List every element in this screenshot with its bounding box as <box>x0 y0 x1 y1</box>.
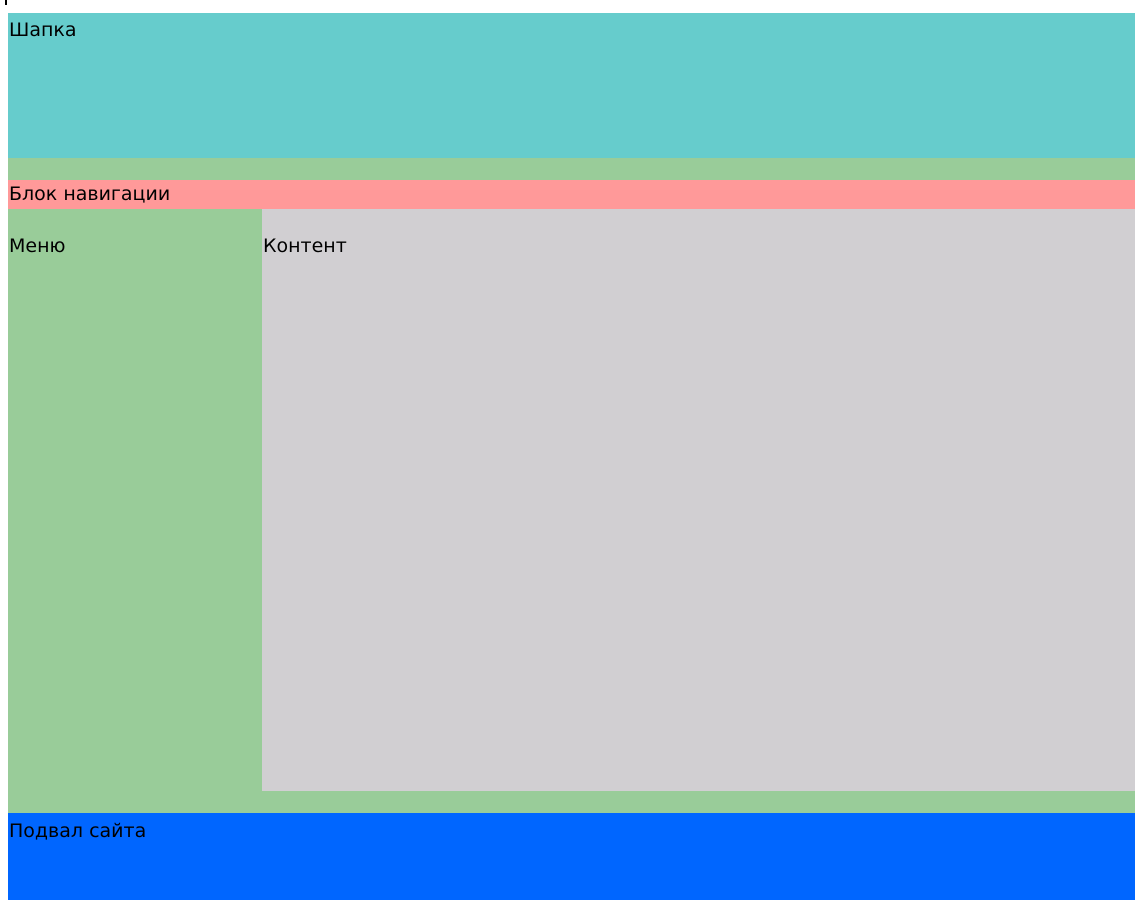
footer-label: Подвал сайта <box>9 820 147 842</box>
menu-block[interactable]: Меню <box>8 209 262 791</box>
page-wrapper: Шапка Блок навигации Меню Контент Подвал… <box>8 13 1135 900</box>
content-block: Контент <box>262 209 1135 791</box>
header-block: Шапка <box>8 13 1135 158</box>
header-label: Шапка <box>9 19 77 41</box>
navigation-label: Блок навигации <box>9 183 171 205</box>
top-edge-mark <box>5 0 7 5</box>
content-label: Контент <box>263 235 347 257</box>
menu-label: Меню <box>9 235 66 257</box>
navigation-block[interactable]: Блок навигации <box>8 180 1135 209</box>
footer-block: Подвал сайта <box>8 813 1135 900</box>
